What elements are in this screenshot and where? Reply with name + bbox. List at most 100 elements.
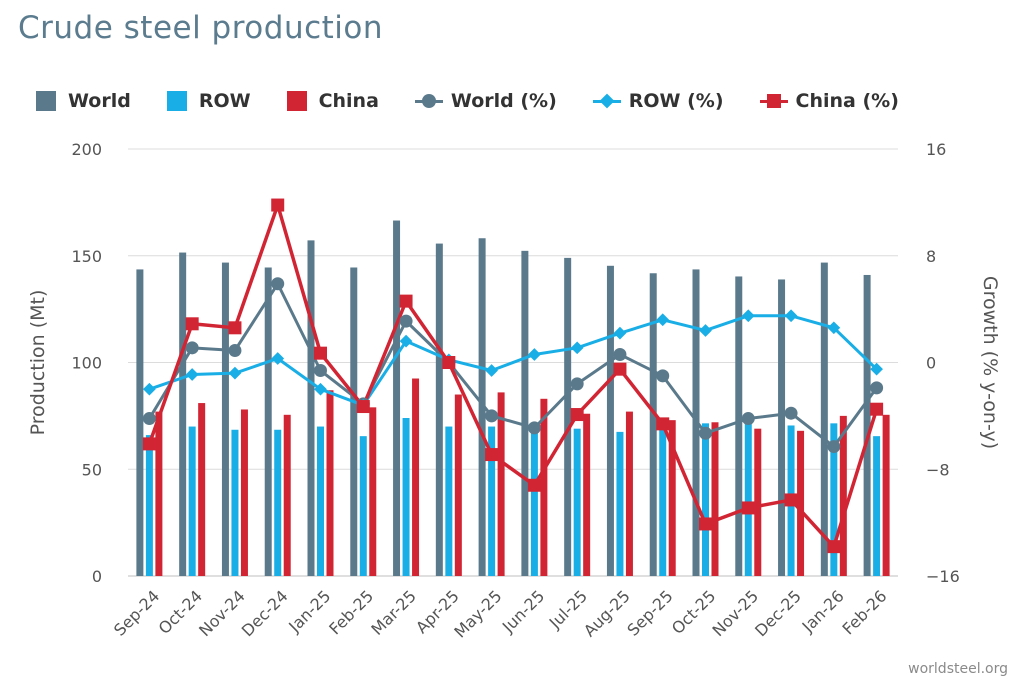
bar-row	[274, 429, 282, 576]
world-growth-point	[271, 277, 285, 291]
bar-china	[668, 420, 676, 576]
world-growth-line	[148, 282, 878, 449]
row-growth-point	[741, 309, 755, 323]
row-growth-point	[784, 309, 798, 323]
bar-china	[369, 407, 377, 576]
bar-world	[435, 243, 443, 576]
legend-china[interactable]: China	[286, 90, 379, 112]
bar-world	[478, 238, 486, 577]
x-tick-label: Jun-25	[498, 586, 548, 636]
legend-world-growth[interactable]: World (%)	[414, 90, 557, 112]
world-growth-point	[185, 341, 199, 355]
x-tick-label: Aug-25	[580, 586, 634, 640]
legend-row-growth[interactable]: ROW (%)	[592, 90, 724, 112]
legend-world[interactable]: World	[36, 90, 131, 112]
row-growth-point	[228, 366, 242, 380]
x-tick-label: Nov-25	[708, 586, 762, 640]
legend-row-swatch	[166, 91, 187, 111]
x-tick-label: Sep-25	[623, 586, 676, 639]
bar-china	[155, 411, 163, 576]
x-tick-label: Jan-25	[284, 586, 334, 636]
legend-row[interactable]: ROW	[166, 90, 251, 112]
bar-world	[820, 262, 828, 576]
bar-world	[350, 267, 358, 576]
legend-china-growth-label: China (%)	[795, 90, 899, 112]
bar-china	[240, 409, 248, 576]
x-tick-label: May-25	[450, 586, 505, 641]
x-tick-label: Feb-26	[839, 586, 891, 638]
world-growth-point	[699, 426, 712, 440]
china-growth-point	[442, 356, 456, 369]
china-growth-point	[399, 294, 413, 308]
china-growth-point	[142, 437, 156, 451]
y2-axis-title: Growth (% y-on-y)	[979, 276, 1001, 449]
bar-china	[839, 415, 847, 576]
chart-title: Crude steel production	[18, 10, 384, 46]
bar-china	[540, 398, 548, 576]
row-growth-point	[485, 364, 498, 377]
x-tick-label: Dec-25	[751, 586, 805, 640]
bar-world	[136, 269, 144, 576]
row-growth-point	[613, 326, 627, 340]
bar-row	[188, 426, 196, 576]
bar-china	[625, 411, 633, 576]
x-tick-label: Dec-24	[238, 586, 292, 640]
china-growth-point	[870, 402, 884, 416]
bar-world	[393, 220, 401, 576]
world-growth-point	[656, 369, 670, 383]
bar-world	[221, 262, 229, 576]
row-growth-line	[148, 314, 878, 407]
row-growth-point	[656, 313, 670, 327]
china-growth-point	[314, 346, 327, 360]
legend-row-growth-label: ROW (%)	[628, 90, 724, 112]
x-tick-label: Sep-24	[110, 586, 163, 639]
world-growth-point	[485, 409, 499, 423]
bar-world	[735, 276, 743, 576]
legend-china-growth[interactable]: China (%)	[759, 90, 899, 112]
source-credit: worldsteel.org	[908, 661, 1008, 677]
bar-china	[711, 422, 719, 576]
china-growth-point	[228, 321, 242, 335]
bar-china	[283, 414, 291, 576]
row-growth-point	[570, 341, 584, 355]
line-layer	[142, 198, 884, 554]
bar-row	[402, 418, 410, 576]
bar-china	[882, 414, 890, 576]
legend-world-label: World	[68, 90, 131, 112]
bar-world	[179, 252, 187, 577]
world-growth-point	[314, 364, 327, 378]
bar-china	[412, 378, 420, 576]
bar-world	[264, 267, 272, 576]
world-growth-point	[399, 314, 413, 328]
bar-row	[145, 435, 153, 576]
bar-row	[830, 423, 838, 576]
bar-china	[583, 413, 591, 576]
bar-row	[359, 436, 367, 576]
bar-row	[530, 428, 538, 576]
row-growth-point	[143, 382, 156, 396]
world-growth-point	[870, 381, 884, 395]
china-growth-point	[784, 493, 798, 507]
china-growth-line	[147, 203, 879, 549]
legend-china-swatch	[286, 91, 307, 111]
bar-row	[573, 428, 581, 576]
bar-world	[606, 265, 614, 576]
world-growth-point	[228, 343, 242, 357]
y2-tick-label: 0	[926, 354, 936, 373]
bar-world	[564, 257, 572, 576]
bar-row	[317, 426, 324, 576]
x-tick-label: Mar-25	[367, 586, 420, 639]
bar-china	[797, 430, 805, 576]
y-tick-label: 50	[82, 460, 102, 479]
bar-world	[521, 250, 529, 577]
bar-china	[454, 394, 462, 576]
y-tick-label: 100	[71, 354, 102, 373]
bar-china	[497, 392, 505, 576]
bar-row	[445, 426, 453, 576]
y-tick-label: 0	[92, 567, 102, 586]
bar-layer	[136, 220, 890, 577]
china-growth-point	[699, 517, 712, 531]
china-growth-point	[271, 198, 285, 212]
legend-world-swatch	[36, 91, 56, 111]
world-growth-point	[142, 412, 156, 426]
